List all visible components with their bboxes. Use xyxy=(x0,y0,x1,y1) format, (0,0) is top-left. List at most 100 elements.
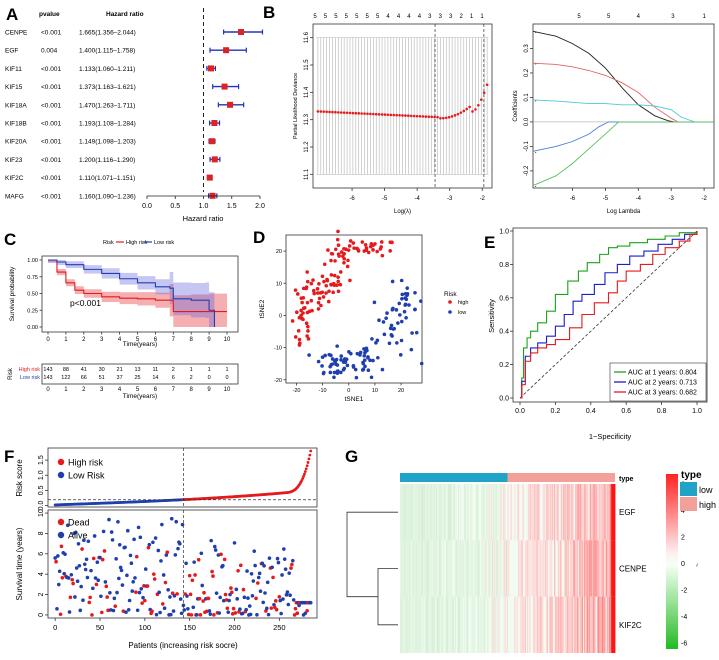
g-heatmap-cell xyxy=(532,484,534,541)
f2-patient-point-alive xyxy=(135,608,140,613)
g-heatmap-cell xyxy=(442,596,444,653)
g-heatmap-cell xyxy=(560,596,562,653)
b1-top-count-label: 4 xyxy=(397,14,401,20)
g-heatmap-cell xyxy=(590,484,593,541)
b2-coefficient-path xyxy=(532,121,714,152)
f1-y-tick-label: 1.5 xyxy=(38,455,45,465)
g-heatmap-cell xyxy=(407,484,409,541)
b1-x-tick-label: -5 xyxy=(382,196,388,202)
f2-patient-point-alive xyxy=(53,556,57,560)
d-tsne-point-high xyxy=(336,252,341,256)
f2-patient-point-dead xyxy=(187,573,192,578)
c-y-tick-label: 1.00 xyxy=(27,258,38,264)
g-heatmap-cell xyxy=(550,484,552,541)
g-heatmap-cell xyxy=(400,596,402,653)
g-heatmap-cell xyxy=(495,540,497,597)
f2-patient-point-alive xyxy=(65,523,70,528)
g-heatmap-cell xyxy=(501,484,502,540)
g-heatmap-cell xyxy=(417,484,419,541)
g-heatmap-cell xyxy=(611,484,614,541)
g-heatmap-cell xyxy=(401,540,403,597)
b1-deviance-point xyxy=(319,110,323,113)
f2-patient-point-alive xyxy=(275,556,280,561)
g-heatmap-cell xyxy=(413,540,415,597)
c-risk-row-label: High risk xyxy=(19,367,41,373)
g-heatmap-cell xyxy=(521,596,523,653)
f2-patient-point-alive xyxy=(158,610,162,615)
f2-y-axis-label: Survival time (years) xyxy=(15,527,24,600)
g-heatmap-cell xyxy=(461,596,463,653)
e-x-tick-label: 0.8 xyxy=(657,408,667,415)
d-tsne-point-low xyxy=(404,315,408,320)
c-risk-count: 37 xyxy=(117,375,123,381)
g-heatmap-cell xyxy=(424,540,426,597)
g-heatmap-cell xyxy=(583,540,585,597)
f2-x-tick-label: 250 xyxy=(273,623,286,632)
d-tsne-point-low xyxy=(385,311,389,315)
g-heatmap-cell xyxy=(502,596,505,653)
b2-plot-frame xyxy=(532,23,715,189)
b1-deviance-point xyxy=(407,114,410,118)
e-x-tick-label: 0.0 xyxy=(515,408,525,415)
g-heatmap-cell xyxy=(459,596,461,653)
d-tsne-point-high xyxy=(304,286,308,291)
f2-patient-point-alive xyxy=(55,607,59,611)
g-heatmap-cell xyxy=(454,596,457,653)
g-heatmap-cell xyxy=(485,484,487,541)
f2-patient-point-alive xyxy=(255,612,259,617)
f2-patient-point-dead xyxy=(293,606,298,611)
b1-deviance-point xyxy=(465,107,468,111)
g-heatmap-cell xyxy=(602,540,605,597)
d-tsne-point-high xyxy=(336,243,341,248)
g-heatmap-cell xyxy=(472,596,474,653)
b2-path-index-label: • xyxy=(535,29,537,34)
g-heatmap-cell xyxy=(599,540,602,597)
d-tsne-point-high xyxy=(320,290,325,295)
panel-letter-b: B xyxy=(263,3,275,22)
f2-patient-point-dead xyxy=(152,572,156,576)
d-tsne-point-low xyxy=(399,278,404,283)
b1-deviance-point xyxy=(357,112,361,115)
c-ci-band-high xyxy=(48,260,227,327)
f2-patient-point-dead xyxy=(143,598,147,603)
f2-patient-point-dead xyxy=(150,609,154,614)
f2-patient-point-alive xyxy=(91,586,95,591)
d-tsne-point-low xyxy=(364,346,369,351)
c-risk-count: 6 xyxy=(172,375,175,381)
g-heatmap-cell xyxy=(507,484,509,541)
g-heatmap-cell xyxy=(461,540,463,597)
d-x-tick-label: 0 xyxy=(347,388,350,394)
g-heatmap-cell xyxy=(403,596,405,653)
g-heatmap-cell xyxy=(569,540,572,597)
f2-patient-point-alive xyxy=(280,573,284,577)
e-y-axis-label: Sensitivity xyxy=(487,299,496,333)
f2-patient-point-alive xyxy=(99,594,103,599)
f2-patient-point-dead xyxy=(80,547,84,551)
e-plot-frame xyxy=(512,227,708,403)
f2-patient-point-alive xyxy=(178,541,182,546)
g-heatmap-cell xyxy=(481,596,484,653)
g-heatmap-cell xyxy=(589,484,591,541)
g-heatmap-cell xyxy=(591,596,593,653)
f2-patient-point-alive xyxy=(253,563,257,568)
g-color-scale-tick-label: -2 xyxy=(681,588,687,595)
g-heatmap-cell xyxy=(541,540,543,597)
f2-patient-point-alive xyxy=(250,593,255,598)
d-tsne-point-high xyxy=(329,273,334,277)
g-heatmap-cell xyxy=(593,596,595,653)
g-heatmap-cell xyxy=(409,540,411,597)
f2-patient-point-alive xyxy=(89,568,93,573)
f2-patient-point-alive xyxy=(185,594,189,598)
g-heatmap-cell xyxy=(545,484,547,541)
g-heatmap-cell xyxy=(406,596,408,653)
g-heatmap-cell xyxy=(445,596,448,653)
b1-top-count-label: 3 xyxy=(428,14,432,20)
c-x-tick-label: 4 xyxy=(118,337,122,343)
c-x-axis-label: Time(years) xyxy=(123,341,157,348)
g-legend-low: low xyxy=(699,485,713,495)
g-heatmap-cell xyxy=(567,484,569,541)
g-heatmap-cell xyxy=(478,540,480,597)
f2-patient-point-dead xyxy=(273,599,278,603)
g-heatmap-cell xyxy=(430,596,432,653)
f2-patient-point-alive xyxy=(179,611,184,616)
